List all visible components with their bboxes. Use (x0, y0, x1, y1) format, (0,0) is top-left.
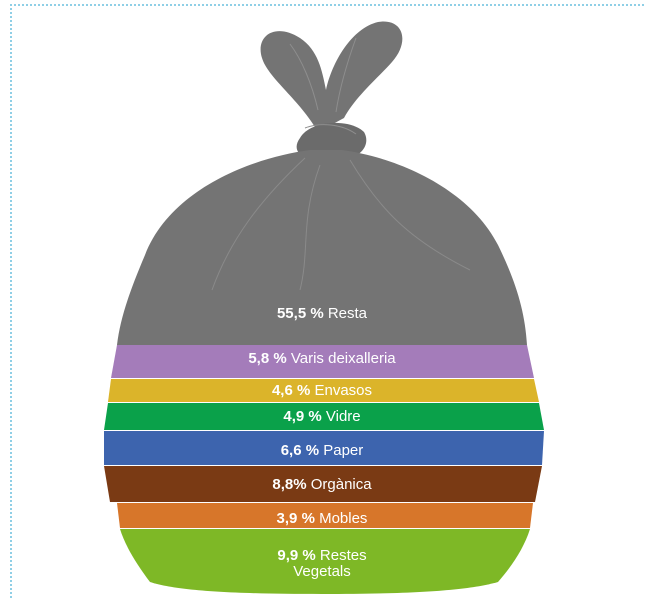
bag-knot (260, 21, 403, 158)
label-paper: 6,6 % Paper (281, 442, 364, 459)
value-label-resta: 55,5 % (277, 305, 324, 322)
value-label-vidre: 4,9 % (283, 408, 321, 425)
category-label-envasos: Envasos (310, 382, 372, 399)
category-label-mobles: Mobles (315, 510, 368, 527)
category-label-organica: Orgànica (307, 476, 373, 493)
bar-restes-vegetals (120, 529, 530, 594)
category-label-line-restes-vegetals: Vegetals (293, 563, 351, 580)
label-resta: 55,5 % Resta (277, 305, 368, 322)
value-label-envasos: 4,6 % (272, 382, 310, 399)
value-label-mobles: 3,9 % (277, 510, 315, 527)
category-label-resta: Resta (324, 305, 368, 322)
label-vidre: 4,9 % Vidre (283, 408, 360, 425)
value-label-organica: 8,8% (272, 476, 306, 493)
label-varis-deixalleria: 5,8 % Varis deixalleria (248, 350, 396, 367)
label-restes-vegetals: 9,9 % Restes Vegetals (277, 547, 366, 580)
bar-vidre (104, 403, 544, 430)
label-mobles: 3,9 % Mobles (277, 510, 368, 527)
bar-envasos (108, 379, 539, 402)
bar-mobles (117, 503, 533, 528)
category-label-varis-deixalleria: Varis deixalleria (287, 350, 397, 367)
value-label-restes-vegetals: 9,9 % (277, 547, 315, 564)
value-label-paper: 6,6 % (281, 442, 319, 459)
bar-varis-deixalleria (111, 345, 534, 378)
frame-top-border (10, 4, 644, 6)
category-label-paper: Paper (319, 442, 363, 459)
bag-body (117, 150, 527, 345)
label-organica: 8,8% Orgànica (272, 476, 372, 493)
bar-organica (104, 466, 542, 502)
bar-paper (104, 431, 544, 465)
label-envasos: 4,6 % Envasos (272, 382, 372, 399)
category-label-restes-vegetals: Restes (316, 547, 367, 564)
bag-folds (211, 157, 471, 291)
value-label-varis-deixalleria: 5,8 % (248, 350, 286, 367)
category-label-vidre: Vidre (322, 408, 361, 425)
frame-left-border (10, 4, 12, 598)
